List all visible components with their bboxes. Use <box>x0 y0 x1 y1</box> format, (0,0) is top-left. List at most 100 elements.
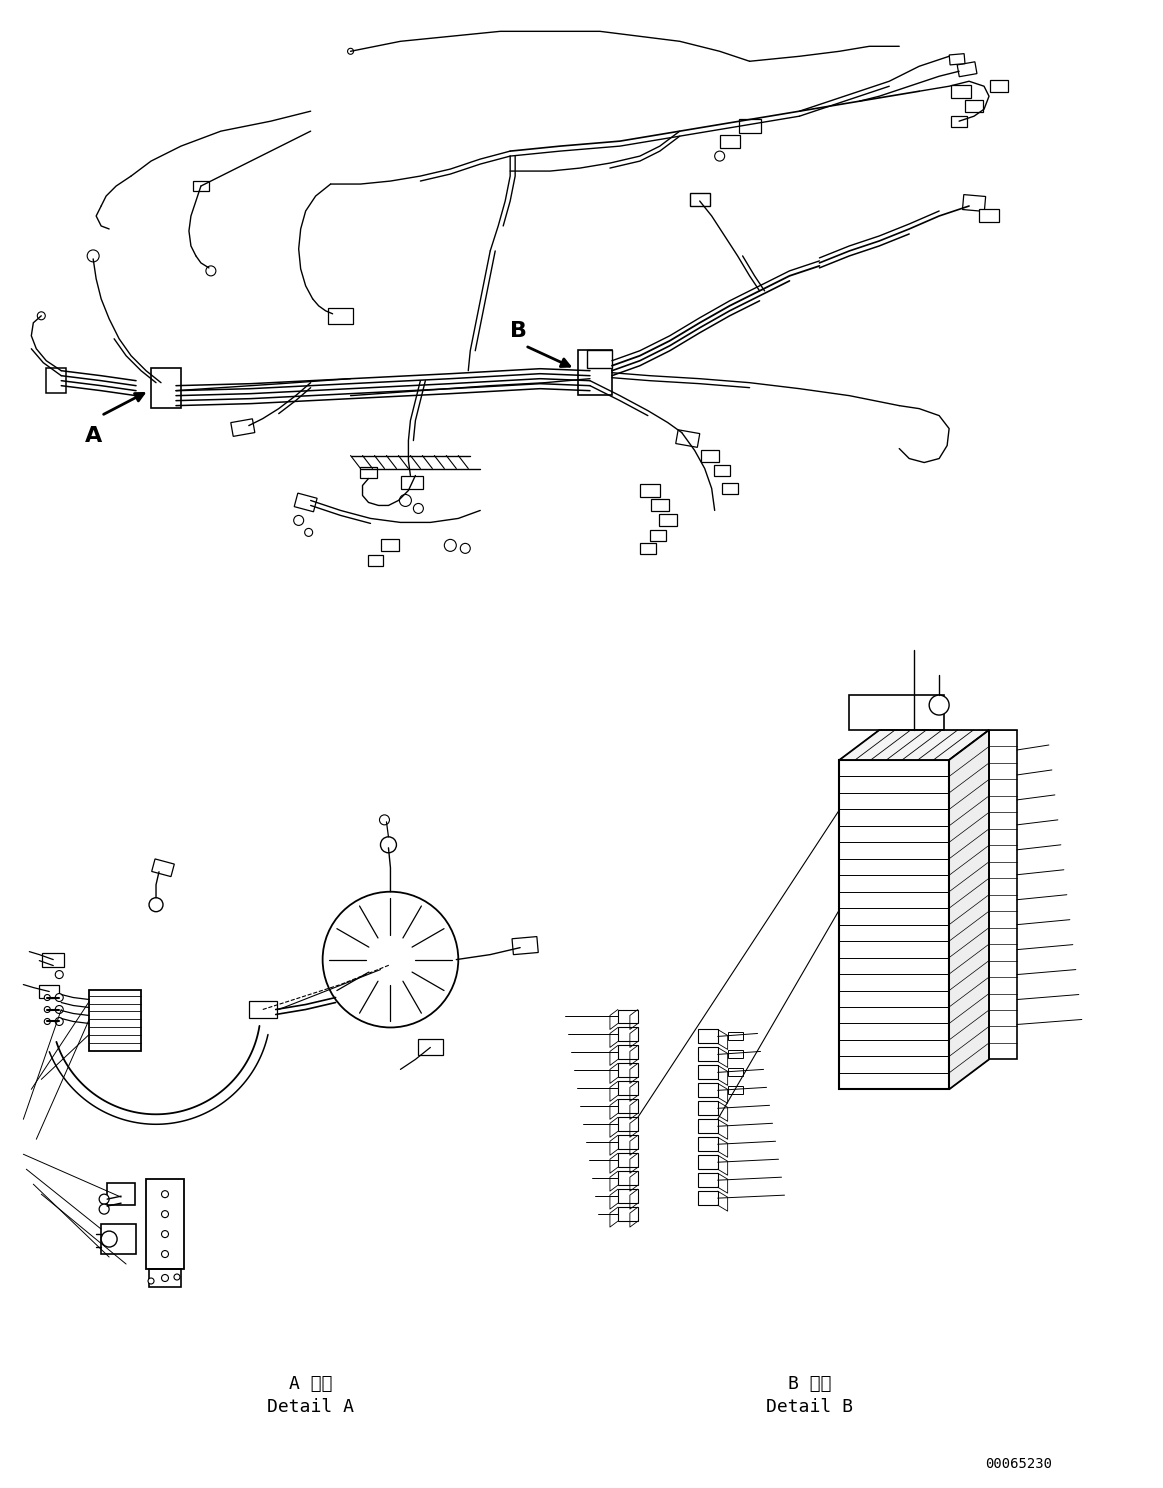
Bar <box>578 350 613 396</box>
Polygon shape <box>618 1009 637 1024</box>
Text: A 詳細: A 詳細 <box>288 1375 333 1393</box>
Bar <box>990 80 1008 92</box>
Circle shape <box>174 1274 180 1280</box>
Bar <box>147 1178 184 1269</box>
Polygon shape <box>618 1100 637 1113</box>
Text: 00065230: 00065230 <box>985 1457 1053 1470</box>
Bar <box>728 1051 743 1058</box>
Bar <box>640 484 659 497</box>
Bar <box>368 555 384 565</box>
Polygon shape <box>618 1207 637 1222</box>
Circle shape <box>461 543 470 554</box>
Polygon shape <box>618 1135 637 1149</box>
Bar <box>963 195 986 211</box>
Bar <box>989 731 1016 1059</box>
Polygon shape <box>618 1064 637 1077</box>
Bar <box>640 543 656 554</box>
Polygon shape <box>698 1065 718 1079</box>
Circle shape <box>101 1231 117 1247</box>
Circle shape <box>348 48 354 54</box>
Polygon shape <box>698 1155 718 1170</box>
Bar <box>728 1033 743 1040</box>
Circle shape <box>413 503 423 513</box>
Circle shape <box>444 539 456 552</box>
Circle shape <box>399 494 412 506</box>
Bar <box>47 368 66 393</box>
Bar <box>294 493 317 512</box>
Polygon shape <box>840 731 989 760</box>
Circle shape <box>162 1275 169 1281</box>
Circle shape <box>929 695 949 716</box>
Bar <box>720 134 740 147</box>
Polygon shape <box>618 1082 637 1095</box>
Polygon shape <box>618 1153 637 1167</box>
Polygon shape <box>698 1048 718 1061</box>
Circle shape <box>56 994 63 1001</box>
Circle shape <box>44 1006 50 1012</box>
Circle shape <box>56 970 63 979</box>
Bar <box>676 430 700 448</box>
Bar <box>230 418 255 436</box>
Circle shape <box>44 994 50 1000</box>
Bar <box>359 467 378 479</box>
Polygon shape <box>698 1030 718 1043</box>
Circle shape <box>99 1195 109 1204</box>
Bar <box>151 368 181 408</box>
Circle shape <box>148 1278 154 1284</box>
Circle shape <box>715 152 725 161</box>
Bar <box>651 500 669 512</box>
Text: Detail B: Detail B <box>766 1397 852 1415</box>
Polygon shape <box>618 1117 637 1131</box>
Circle shape <box>380 836 397 853</box>
Bar <box>328 308 354 324</box>
Bar <box>512 936 538 955</box>
Polygon shape <box>698 1119 718 1134</box>
Polygon shape <box>698 1192 718 1205</box>
Polygon shape <box>618 1028 637 1042</box>
Polygon shape <box>698 1137 718 1152</box>
Bar <box>714 466 729 476</box>
Polygon shape <box>618 1046 637 1059</box>
Circle shape <box>99 1204 109 1214</box>
Bar <box>957 62 977 77</box>
Polygon shape <box>618 1171 637 1184</box>
Text: Detail A: Detail A <box>267 1397 355 1415</box>
Bar <box>90 990 141 1052</box>
Bar <box>728 1086 743 1094</box>
Bar <box>951 116 968 126</box>
Polygon shape <box>618 1189 637 1204</box>
Circle shape <box>37 312 45 320</box>
Bar <box>701 449 719 461</box>
Circle shape <box>44 1018 50 1024</box>
Bar <box>650 530 665 540</box>
Polygon shape <box>698 1101 718 1116</box>
Circle shape <box>149 897 163 912</box>
Bar <box>587 350 613 368</box>
Bar <box>849 695 944 731</box>
Bar <box>107 1183 135 1205</box>
Bar <box>658 515 677 527</box>
Bar <box>949 54 965 65</box>
Polygon shape <box>698 1173 718 1187</box>
Bar <box>40 985 59 998</box>
Bar <box>418 1040 443 1055</box>
Text: A: A <box>85 426 102 445</box>
Circle shape <box>162 1250 169 1257</box>
Bar <box>193 182 209 190</box>
Circle shape <box>294 515 304 525</box>
Bar <box>739 119 761 132</box>
Bar <box>149 1269 181 1287</box>
Circle shape <box>162 1231 169 1238</box>
Circle shape <box>206 266 216 275</box>
Circle shape <box>56 1006 63 1013</box>
Circle shape <box>305 528 313 536</box>
Bar <box>840 760 949 1089</box>
Bar <box>728 1068 743 1076</box>
Circle shape <box>87 250 99 262</box>
Text: B 詳細: B 詳細 <box>787 1375 832 1393</box>
Text: B: B <box>509 321 527 341</box>
Circle shape <box>56 1018 63 1025</box>
Polygon shape <box>698 1083 718 1097</box>
Bar <box>101 1225 136 1254</box>
Bar <box>151 859 174 876</box>
